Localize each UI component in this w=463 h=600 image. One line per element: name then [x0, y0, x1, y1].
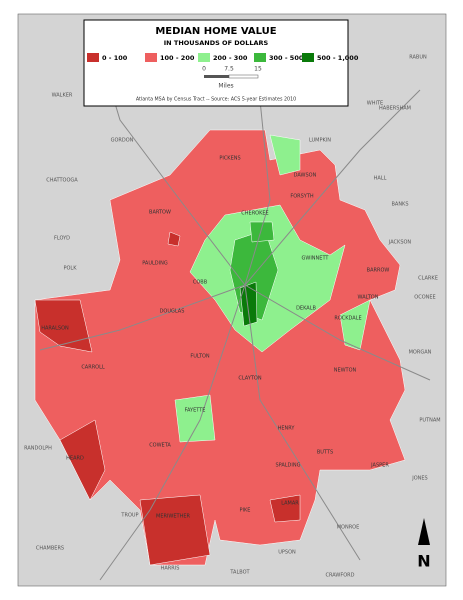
outside-county-label: PUTNAM — [419, 418, 440, 424]
outside-county-label: POLK — [63, 266, 77, 272]
scale-segment — [228, 74, 259, 79]
county-label: CARROLL — [81, 365, 105, 371]
north-label: N — [417, 552, 430, 571]
legend-label: 500 - 1,000 — [317, 54, 359, 62]
county-label: LAMAR — [281, 501, 299, 507]
tract-area — [34, 129, 406, 566]
county-label: CLAYTON — [238, 376, 261, 382]
outside-county-label: CRAWFORD — [326, 573, 355, 579]
outside-county-label: LUMPKIN — [309, 138, 331, 144]
tract-area — [139, 494, 211, 566]
source: Atlanta MSA by Census Tract -- Source: A… — [136, 97, 296, 103]
legend-label: 200 - 300 — [213, 54, 248, 62]
road — [244, 284, 361, 561]
road — [99, 284, 246, 581]
county-label: FULTON — [190, 354, 210, 360]
legend-swatch — [254, 53, 266, 62]
legend-swatch — [302, 53, 314, 62]
county-label: HARALSON — [41, 326, 69, 332]
tract-area — [59, 419, 106, 501]
county-label: MERIWETHER — [156, 514, 190, 520]
outside-county-label: CLARKE — [418, 276, 438, 282]
outside-county-label: RABUN — [409, 55, 427, 61]
outside-county-label: CHATTOOGA — [46, 178, 78, 184]
county-label: DOUGLAS — [160, 309, 185, 315]
outside-county-label: RANDOLPH — [24, 446, 52, 452]
outside-county-label: HALL — [374, 176, 387, 182]
outside-county-label: FLOYD — [54, 236, 70, 242]
outside-county-label: CHAMBERS — [36, 546, 64, 552]
county-label: BUTTS — [317, 450, 333, 456]
tract-area — [339, 299, 371, 351]
tract-area — [269, 494, 301, 523]
scale-bar: 0 7.5 15 — [202, 66, 262, 79]
outside-county-label: MORGAN — [409, 350, 432, 356]
north-arrow: N — [417, 518, 431, 571]
county-label: PICKENS — [219, 156, 240, 162]
legend-items: 0 - 100 100 - 200 200 - 300 300 - 500 500 - … — [87, 53, 359, 62]
legend-label: 300 - 500 — [269, 54, 304, 62]
outside-county-label: WHITE — [367, 101, 383, 107]
outside-county-label: TROUP — [120, 513, 138, 519]
outside-county-label: JONES — [411, 476, 427, 482]
regions — [34, 129, 406, 566]
scale-tick-label: 15 — [254, 66, 262, 73]
legend-title: MEDIAN HOME VALUE — [155, 26, 276, 37]
legend-box — [83, 19, 349, 107]
outside-county-label: BANKS — [391, 202, 408, 208]
county-label: FAYETTE — [185, 408, 206, 414]
road — [244, 284, 431, 381]
county-label: HEARD — [66, 456, 84, 462]
north-arrow-head — [418, 518, 430, 545]
outside-county-label: HABERSHAM — [379, 106, 411, 112]
outside-county-label: TALBOT — [229, 570, 250, 576]
road — [39, 284, 246, 351]
legend-label: 100 - 200 — [160, 54, 195, 62]
tract-area — [239, 281, 258, 327]
outside-county-label: WALKER — [52, 93, 73, 99]
outside-county-label: OCONEE — [414, 295, 435, 301]
legend-swatch — [87, 53, 99, 62]
county-label: FORSYTH — [290, 194, 314, 200]
scale-tick-label: 0 — [202, 66, 206, 73]
county-label: PAULDING — [142, 261, 168, 267]
outside-county-label: JACKSON — [388, 240, 412, 246]
outside-county-label: MONROE — [337, 525, 360, 531]
county-label: COWETA — [149, 443, 171, 449]
tract-area — [34, 299, 93, 353]
county-label: HENRY — [278, 426, 296, 432]
road — [244, 89, 421, 286]
legend-label: 0 - 100 — [102, 54, 128, 62]
tract-area — [167, 231, 181, 247]
county-label: CHEROKEE — [241, 211, 268, 217]
county-label: WALTON — [358, 295, 379, 301]
outside-county-label: UPSON — [278, 550, 296, 556]
county-label: BARTOW — [149, 210, 171, 216]
county-labels: PICKENS DAWSON CHEROKEE FORSYTH BARTOW COBB GW… — [24, 55, 441, 579]
legend-swatch — [198, 53, 210, 62]
legend-swatch — [145, 53, 157, 62]
county-label: JASPER — [370, 463, 389, 469]
tract-area — [269, 134, 301, 176]
county-label: BARROW — [367, 268, 390, 274]
legend: MEDIAN HOME VALUE IN THOUSANDS OF DOLLAR… — [83, 19, 359, 107]
county-label: SPALDING — [275, 463, 300, 469]
outside-county-label: HARRIS — [161, 566, 180, 572]
scale-segment — [204, 75, 229, 78]
tract-area — [174, 394, 216, 443]
county-label: PIKE — [240, 508, 251, 514]
county-label: NEWTON — [334, 368, 357, 374]
tract-area — [249, 221, 275, 243]
county-label: DAWSON — [294, 173, 317, 179]
scale-unit: Miles — [218, 83, 233, 90]
county-label: ROCKDALE — [334, 316, 361, 322]
scale-tick-label: 7.5 — [224, 66, 234, 73]
outside-county-label: GORDON — [111, 138, 134, 144]
county-label: DEKALB — [296, 306, 316, 312]
county-label: GWINNETT — [302, 256, 330, 262]
legend-subtitle: IN THOUSANDS OF DOLLARS — [164, 39, 269, 47]
county-label: COBB — [193, 280, 208, 286]
